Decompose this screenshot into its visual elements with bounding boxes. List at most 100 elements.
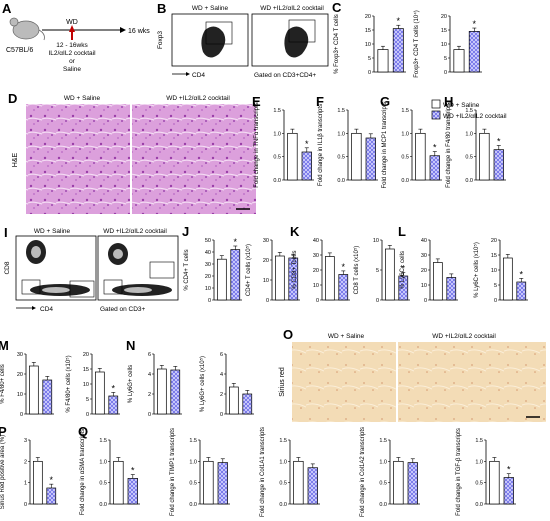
flow-title-saline: WD + Saline: [34, 228, 71, 235]
y-tick-label: 2: [220, 392, 223, 398]
y-tick-label: 0.0: [465, 178, 473, 184]
y-tick-label: 1.5: [379, 438, 387, 444]
y-tick-label: 20: [205, 274, 211, 280]
y-tick-label: 10: [421, 283, 427, 289]
legend: WD + Saline WD +IL2/αIL2 cocktail: [431, 99, 507, 120]
y-tick-label: 20: [17, 372, 23, 378]
y-axis-label: CD4+ T cells (x10⁵): [245, 244, 252, 296]
y-tick-label: 0: [368, 70, 371, 76]
bar: [377, 49, 389, 73]
bar: [468, 31, 480, 73]
panel-label: E: [252, 94, 261, 109]
panel-a: A C57BL/6 WD 16 wks 12 - 16wks IL2/αIL2 …: [2, 1, 150, 73]
y-tick-label: 20: [441, 14, 447, 20]
y-tick-label: 1.0: [465, 131, 473, 137]
y-tick-label: 1.5: [401, 108, 409, 114]
significance-marker: *: [507, 465, 511, 475]
y-axis-label: % CD4+ T cells: [184, 249, 190, 290]
bar: [489, 460, 500, 505]
injection-arrow-icon: [69, 25, 75, 32]
y-tick-label: 0.5: [189, 481, 197, 487]
bar-chart: 0 10 20 30 CD4+ T cells (x10⁵): [245, 238, 300, 304]
bar: [493, 149, 504, 181]
bar: [479, 132, 490, 181]
significance-marker: *: [234, 237, 238, 247]
bar: [429, 155, 440, 181]
bar-chart: 0 5 10 15 20 * % Ly6C+ cells (x10⁵): [473, 238, 528, 304]
bar: [293, 460, 304, 505]
bar: [242, 393, 253, 415]
y-axis-label: CD8 T cells (x10⁵): [353, 246, 360, 295]
panel-label: L: [398, 224, 406, 239]
y-tick-label: 30: [313, 253, 319, 259]
y-tick-label: 5: [494, 283, 497, 289]
y-tick-label: 2: [24, 459, 27, 465]
y-tick-label: 10: [365, 42, 371, 48]
flow-ylabel: Foxp3: [157, 31, 164, 49]
y-tick-label: 20: [263, 258, 269, 264]
bar-chart: 0 10 20 30 40 * % CD8+ Tcells K: [290, 224, 350, 304]
y-tick-label: 20: [421, 268, 427, 274]
flow-title-cocktail: WD +IL2/αIL2 cocktail: [260, 5, 324, 12]
panel-label: A: [2, 1, 12, 16]
bar-chart: 0 2 4 6 % Ly6G+ cells N: [126, 338, 182, 418]
panel-label: B: [157, 1, 166, 16]
bar-chart: 0 1 2 3 * Sirius Red positive area (%)P: [0, 424, 58, 509]
bar: [385, 248, 395, 301]
panel-o: O WD + Saline WD +IL2/αIL2 cocktail Siri…: [279, 327, 546, 422]
y-tick-label: 1.0: [475, 459, 483, 465]
flow-title-saline: WD + Saline: [192, 5, 229, 12]
bar: [338, 274, 349, 301]
panel-label: J: [182, 224, 189, 239]
bar-chart: 0.0 0.5 1.0 1.5 * Fold change in F4/80 transc…: [444, 94, 506, 188]
significance-marker: *: [402, 263, 406, 273]
histology-title-cocktail: WD +IL2/αIL2 cocktail: [166, 95, 230, 102]
y-tick-label: 5: [376, 268, 379, 274]
bar: [365, 137, 376, 181]
bar: [157, 368, 167, 415]
y-tick-label: 1.0: [401, 131, 409, 137]
y-tick-label: 10: [263, 278, 269, 284]
stain-label: Sirius red: [279, 367, 286, 397]
y-tick-label: 0: [148, 412, 151, 418]
y-axis-label: % CD8+ Tcells: [292, 250, 298, 289]
y-tick-label: 0: [376, 298, 379, 304]
bar: [393, 460, 404, 505]
panel-label: D: [8, 91, 17, 106]
bar: [170, 369, 181, 415]
panel-label: M: [0, 338, 9, 353]
bar: [325, 256, 335, 301]
y-tick-label: 0.5: [475, 481, 483, 487]
y-tick-label: 6: [148, 352, 151, 358]
bar: [229, 386, 239, 415]
legend-swatch-saline: [431, 99, 441, 109]
y-axis-label: Fold change in Col1A2 transcripts: [360, 427, 366, 517]
panel-label: C: [332, 0, 342, 15]
y-tick-label: 1.5: [465, 108, 473, 114]
y-tick-label: 40: [313, 238, 319, 244]
bar: [95, 371, 105, 415]
y-tick-label: 50: [205, 238, 211, 244]
y-axis-label: % Ly6C+ cells: [400, 251, 406, 289]
significance-marker: *: [497, 136, 501, 146]
y-tick-label: 0: [24, 502, 27, 508]
bar-chart: 0.0 0.5 1.0 1.5 Fold change in IL1β transcri…: [316, 94, 378, 186]
y-tick-label: 20: [491, 238, 497, 244]
y-tick-label: 5: [444, 56, 447, 62]
bar-chart: 0.0 0.5 1.0 1.5 * Fold change in TNFα transcr…: [252, 94, 314, 188]
panel-label: G: [380, 94, 390, 109]
y-tick-label: 1.0: [99, 459, 107, 465]
y-axis-label: % F4/80+ cells: [0, 364, 6, 404]
bar: [42, 379, 53, 415]
y-tick-label: 0: [266, 298, 269, 304]
bar-chart: 0 2 4 6 % Ly6G+ cells (x10⁵): [199, 352, 254, 418]
diet-label: WD: [66, 19, 78, 26]
y-axis-label: Fold change in TNFα transcripts: [254, 102, 260, 187]
legend-label-cocktail: WD +IL2/αIL2 cocktail: [443, 113, 507, 120]
endpoint-label: 16 wks: [128, 28, 150, 35]
panel-label: F: [316, 94, 324, 109]
panel-d: D WD + Saline WD +IL2/αIL2 cocktail H&E: [8, 91, 256, 214]
bar: [217, 258, 227, 301]
